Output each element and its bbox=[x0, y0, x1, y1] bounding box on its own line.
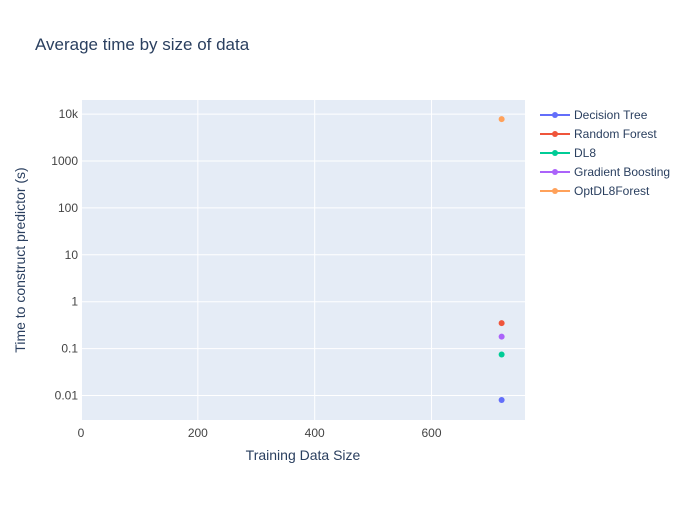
y-tick-label: 0.01 bbox=[55, 388, 79, 402]
y-axis-ticks: 0.01 0.1 1 10 100 1000 10k bbox=[51, 107, 79, 402]
y-tick-label: 0.1 bbox=[61, 342, 78, 356]
data-point[interactable] bbox=[498, 320, 505, 327]
plot-area[interactable] bbox=[81, 100, 525, 420]
x-axis-ticks: 0 200 400 600 bbox=[78, 426, 442, 440]
y-tick-label: 10k bbox=[59, 107, 79, 121]
x-axis-label: Training Data Size bbox=[246, 447, 361, 463]
legend-label: OptDL8Forest bbox=[574, 184, 650, 198]
legend-item[interactable]: DL8 bbox=[540, 146, 596, 160]
x-tick-label: 200 bbox=[188, 426, 208, 440]
y-axis-label: Time to construct predictor (s) bbox=[12, 167, 28, 352]
legend-marker bbox=[552, 112, 558, 118]
legend-item[interactable]: Decision Tree bbox=[540, 108, 648, 122]
x-tick-label: 0 bbox=[78, 426, 85, 440]
y-tick-label: 1000 bbox=[51, 154, 78, 168]
legend-label: Random Forest bbox=[574, 127, 657, 141]
legend-item[interactable]: OptDL8Forest bbox=[540, 184, 650, 198]
legend-marker bbox=[552, 188, 558, 194]
legend-marker bbox=[552, 150, 558, 156]
grid-lines bbox=[80, 100, 525, 420]
legend-label: Decision Tree bbox=[574, 108, 648, 122]
data-point[interactable] bbox=[498, 116, 505, 123]
legend-label: Gradient Boosting bbox=[574, 165, 670, 179]
x-tick-label: 400 bbox=[305, 426, 325, 440]
x-tick-label: 600 bbox=[422, 426, 442, 440]
data-point[interactable] bbox=[498, 397, 505, 404]
data-points bbox=[498, 116, 505, 404]
data-point[interactable] bbox=[498, 333, 505, 340]
legend-marker bbox=[552, 169, 558, 175]
legend-marker bbox=[552, 131, 558, 137]
legend-item[interactable]: Random Forest bbox=[540, 127, 657, 141]
legend: Decision Tree Random Forest DL8 Gradient Bo… bbox=[540, 108, 670, 198]
legend-item[interactable]: Gradient Boosting bbox=[540, 165, 670, 179]
y-tick-label: 10 bbox=[65, 248, 79, 262]
legend-label: DL8 bbox=[574, 146, 596, 160]
y-tick-label: 100 bbox=[58, 201, 78, 215]
data-point[interactable] bbox=[498, 351, 505, 358]
chart-title: Average time by size of data bbox=[35, 35, 250, 54]
y-tick-label: 1 bbox=[71, 295, 78, 309]
